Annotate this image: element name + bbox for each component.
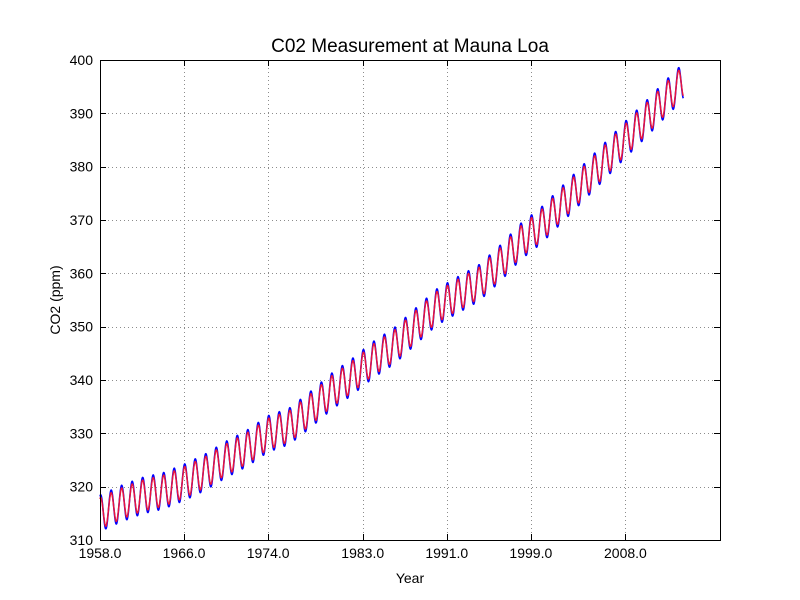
series-line-2 xyxy=(99,69,684,527)
y-tick-label: 390 xyxy=(70,105,94,121)
y-tick-label: 350 xyxy=(70,319,94,335)
plot-frame xyxy=(100,60,721,541)
x-tick-label: 1974.0 xyxy=(247,545,290,561)
chart-title: C02 Measurement at Mauna Loa xyxy=(271,36,549,57)
y-tick-label: 380 xyxy=(70,159,94,175)
series-group xyxy=(99,66,684,530)
x-tick-label: 1999.0 xyxy=(509,545,552,561)
y-tick-label: 310 xyxy=(70,532,94,548)
x-axis-label: Year xyxy=(396,570,425,586)
grid xyxy=(100,60,720,540)
x-tick-label: 1958.0 xyxy=(79,545,122,561)
y-tick-label: 360 xyxy=(70,265,94,281)
y-tick-label: 330 xyxy=(70,425,94,441)
x-tick-label: 1983.0 xyxy=(341,545,384,561)
y-tick-label: 340 xyxy=(70,372,94,388)
y-tick-label: 370 xyxy=(70,212,94,228)
y-axis-label: CO2 (ppm) xyxy=(47,265,63,334)
ticks: 1958.0 1966.0 1974.0 1983.0 1991.0 1999.0 2008… xyxy=(70,52,720,561)
y-tick-label: 400 xyxy=(70,52,94,68)
x-tick-label: 1966.0 xyxy=(163,545,206,561)
y-tick-label: 320 xyxy=(70,479,94,495)
x-tick-label: 2008.0 xyxy=(604,545,647,561)
x-tick-label: 1991.0 xyxy=(425,545,468,561)
